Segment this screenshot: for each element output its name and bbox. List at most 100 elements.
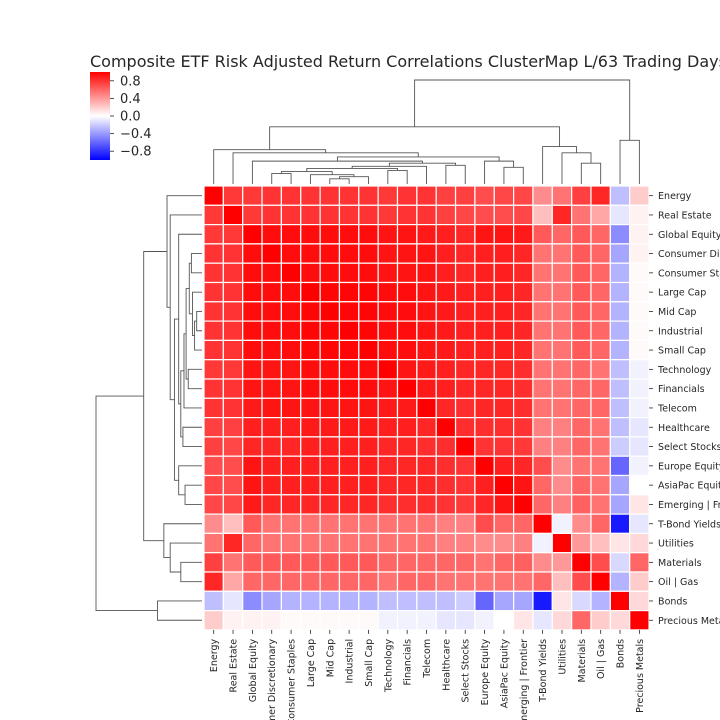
heatmap-cell-telecom-materials [571, 397, 592, 419]
heatmap-cell-large-cap-t-bond-yields [532, 281, 553, 303]
heatmap-cell-global-equity-emerging-frontier [512, 224, 534, 245]
top-dendrogram-link [306, 167, 398, 172]
heatmap-cell-materials-precious-metals [629, 552, 650, 573]
heatmap-cell-consumer-staples-small-cap [358, 262, 379, 284]
heatmap-cell-real-estate-global-equity [242, 204, 263, 226]
heatmap-cell-global-equity-telecom [416, 224, 437, 245]
heatmap-cell-consumer-staples-healthcare [435, 262, 457, 284]
heatmap-cell-industrial-technology [377, 320, 399, 342]
heatmap-cell-materials-telecom [416, 552, 437, 573]
heatmap-cell-technology-asiapac-equity [493, 359, 515, 380]
heatmap-cell-mid-cap-telecom [416, 301, 437, 322]
heatmap-cell-consumer-discretionary-financials [396, 243, 418, 264]
heatmap-cell-select-stocks-europe-equity [474, 436, 495, 457]
heatmap-cell-oil-gas-t-bond-yields [532, 571, 553, 592]
heatmap-cell-telecom-technology [377, 397, 399, 419]
heatmap-cell-materials-technology [377, 552, 399, 573]
heatmap-cell-industrial-consumer-staples [280, 320, 302, 342]
heatmap-cell-small-cap-real-estate [222, 339, 244, 361]
left-dendrogram-link [196, 311, 202, 332]
colorbar: 0.8 0.4 0.0 −0.4 −0.8 [90, 72, 152, 160]
heatmap-cell-utilities-mid-cap [319, 532, 341, 554]
heatmap-cell-asiapac-equity-consumer-staples [280, 474, 302, 496]
heatmap-cell-oil-gas-healthcare [435, 571, 457, 592]
heatmap-cell-telecom-emerging-frontier [512, 397, 534, 419]
row-label-precious-metals: Precious Meta [658, 616, 720, 627]
heatmap-cell-europe-equity-europe-equity [474, 455, 495, 477]
heatmap-cell-t-bond-yields-consumer-discretionary [261, 513, 282, 534]
heatmap-cell-bonds-industrial [338, 590, 360, 612]
heatmap-cell-bonds-mid-cap [319, 590, 341, 612]
top-dendrogram [213, 79, 640, 184]
heatmap-cell-global-equity-materials [571, 224, 592, 245]
heatmap-cell-t-bond-yields-healthcare [435, 513, 457, 534]
heatmap-cell-financials-mid-cap [319, 378, 341, 399]
heatmap-cell-energy-asiapac-equity [493, 185, 515, 206]
heatmap-cell-t-bond-yields-financials [396, 513, 418, 534]
heatmap-cell-mid-cap-europe-equity [474, 301, 495, 322]
heatmap-cell-bonds-energy [203, 590, 224, 612]
heatmap-cell-global-equity-industrial [338, 224, 360, 245]
row-label-materials: Materials [658, 558, 702, 569]
heatmap-cell-small-cap-utilities [551, 339, 573, 361]
heatmap-cell-healthcare-healthcare [435, 417, 457, 438]
heatmap-cell-precious-metals-telecom [416, 609, 437, 631]
heatmap-cell-financials-telecom [416, 378, 437, 399]
heatmap-cell-europe-equity-mid-cap [319, 455, 341, 477]
heatmap-cell-telecom-industrial [338, 397, 360, 419]
heatmap-cell-telecom-precious-metals [629, 397, 650, 419]
heatmap-cell-industrial-bonds [609, 320, 631, 342]
heatmap-cell-mid-cap-materials [571, 301, 592, 322]
top-dendrogram-link [580, 162, 602, 184]
heatmap-cell-materials-europe-equity [474, 552, 495, 573]
colorbar-tick-label: 0.0 [120, 110, 141, 125]
heatmap-cell-industrial-europe-equity [474, 320, 495, 342]
heatmap-cell-large-cap-financials [396, 281, 418, 303]
heatmap-cell-utilities-precious-metals [629, 532, 650, 554]
heatmap-cell-europe-equity-consumer-staples [280, 455, 302, 477]
heatmap-cell-industrial-telecom [416, 320, 437, 342]
heatmap-cell-energy-large-cap [300, 185, 321, 206]
heatmap-cell-large-cap-mid-cap [319, 281, 341, 303]
heatmap-cell-small-cap-emerging-frontier [512, 339, 534, 361]
heatmap-cell-financials-bonds [609, 378, 631, 399]
heatmap-cell-mid-cap-t-bond-yields [532, 301, 553, 322]
heatmap-cell-global-equity-utilities [551, 224, 573, 245]
heatmap-cell-technology-bonds [609, 359, 631, 380]
heatmap-cell-consumer-discretionary-asiapac-equity [493, 243, 515, 264]
top-dendrogram-link [251, 160, 423, 184]
heatmap-cell-energy-consumer-staples [280, 185, 302, 206]
heatmap-cell-asiapac-equity-small-cap [358, 474, 379, 496]
heatmap-cell-europe-equity-materials [571, 455, 592, 477]
heatmap-cell-financials-t-bond-yields [532, 378, 553, 399]
heatmap-cell-technology-mid-cap [319, 359, 341, 380]
heatmap-cell-consumer-staples-industrial [338, 262, 360, 284]
col-label-asiapac-equity: AsiaPac Equity [499, 639, 510, 709]
heatmap-cell-mid-cap-mid-cap [319, 301, 341, 322]
heatmap-cell-europe-equity-real-estate [222, 455, 244, 477]
col-label-materials: Materials [577, 639, 588, 683]
heatmap-cell-select-stocks-global-equity [242, 436, 263, 457]
heatmap-cell-large-cap-materials [571, 281, 592, 303]
heatmap-cell-industrial-small-cap [358, 320, 379, 342]
heatmap-cell-healthcare-financials [396, 417, 418, 438]
top-dendrogram-link [269, 126, 561, 150]
heatmap-cell-emerging-frontier-precious-metals [629, 494, 650, 515]
heatmap-cell-energy-t-bond-yields [532, 185, 553, 206]
heatmap-cell-mid-cap-technology [377, 301, 399, 322]
heatmap-cell-energy-telecom [416, 185, 437, 206]
left-dendrogram [95, 195, 202, 621]
heatmap-cell-healthcare-real-estate [222, 417, 244, 438]
heatmap-cell-europe-equity-t-bond-yields [532, 455, 553, 477]
top-dendrogram-link [445, 164, 466, 184]
heatmap-cell-large-cap-consumer-staples [280, 281, 302, 303]
heatmap-cell-asiapac-equity-utilities [551, 474, 573, 496]
heatmap-cell-industrial-healthcare [435, 320, 457, 342]
heatmap-cell-global-equity-precious-metals [629, 224, 650, 245]
heatmap-cell-t-bond-yields-precious-metals [629, 513, 650, 534]
heatmap-cell-real-estate-oil-gas [590, 204, 611, 226]
heatmap-cell-large-cap-utilities [551, 281, 573, 303]
heatmap-cell-real-estate-utilities [551, 204, 573, 226]
heatmap-cell-select-stocks-large-cap [300, 436, 321, 457]
col-label-technology: Technology [383, 639, 394, 694]
